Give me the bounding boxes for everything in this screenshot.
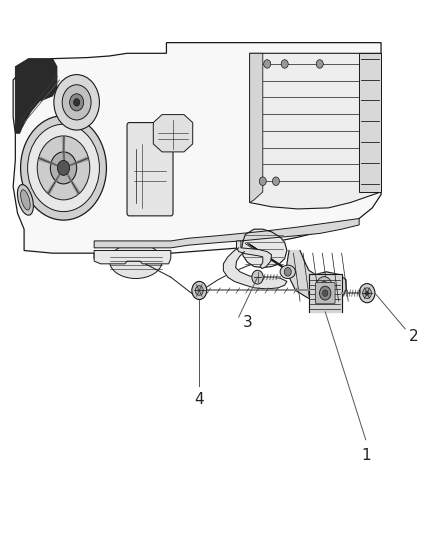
Circle shape — [319, 286, 331, 300]
Polygon shape — [250, 53, 263, 203]
Circle shape — [192, 281, 207, 300]
Circle shape — [320, 281, 328, 291]
Polygon shape — [237, 241, 272, 269]
Circle shape — [363, 288, 371, 298]
Circle shape — [74, 99, 80, 106]
Text: 3: 3 — [243, 315, 252, 330]
Polygon shape — [242, 229, 287, 268]
Polygon shape — [13, 43, 381, 261]
Circle shape — [284, 268, 291, 276]
Text: 4: 4 — [194, 392, 204, 407]
Polygon shape — [309, 274, 342, 312]
Polygon shape — [359, 53, 381, 192]
Circle shape — [316, 277, 332, 296]
Circle shape — [359, 284, 375, 303]
Polygon shape — [250, 53, 381, 209]
Circle shape — [365, 291, 369, 295]
Circle shape — [28, 124, 99, 212]
Circle shape — [21, 116, 106, 220]
Circle shape — [252, 270, 263, 284]
Circle shape — [281, 60, 288, 68]
Ellipse shape — [21, 190, 30, 210]
Polygon shape — [223, 248, 287, 289]
Circle shape — [54, 75, 99, 130]
Text: 2: 2 — [409, 329, 419, 344]
Polygon shape — [287, 251, 346, 304]
Circle shape — [264, 60, 271, 68]
Circle shape — [70, 94, 84, 111]
FancyBboxPatch shape — [315, 282, 335, 304]
Polygon shape — [15, 59, 57, 133]
Circle shape — [272, 177, 279, 185]
FancyBboxPatch shape — [127, 123, 173, 216]
Circle shape — [195, 286, 203, 295]
Circle shape — [316, 60, 323, 68]
Circle shape — [62, 85, 91, 120]
Circle shape — [259, 177, 266, 185]
Circle shape — [322, 290, 328, 296]
Polygon shape — [153, 115, 193, 152]
Text: 1: 1 — [361, 448, 371, 463]
Circle shape — [37, 136, 90, 200]
Ellipse shape — [280, 265, 296, 278]
Ellipse shape — [18, 184, 33, 215]
Ellipse shape — [110, 244, 162, 279]
Polygon shape — [94, 219, 359, 248]
Circle shape — [57, 160, 70, 175]
Circle shape — [50, 152, 77, 184]
Polygon shape — [94, 251, 171, 264]
